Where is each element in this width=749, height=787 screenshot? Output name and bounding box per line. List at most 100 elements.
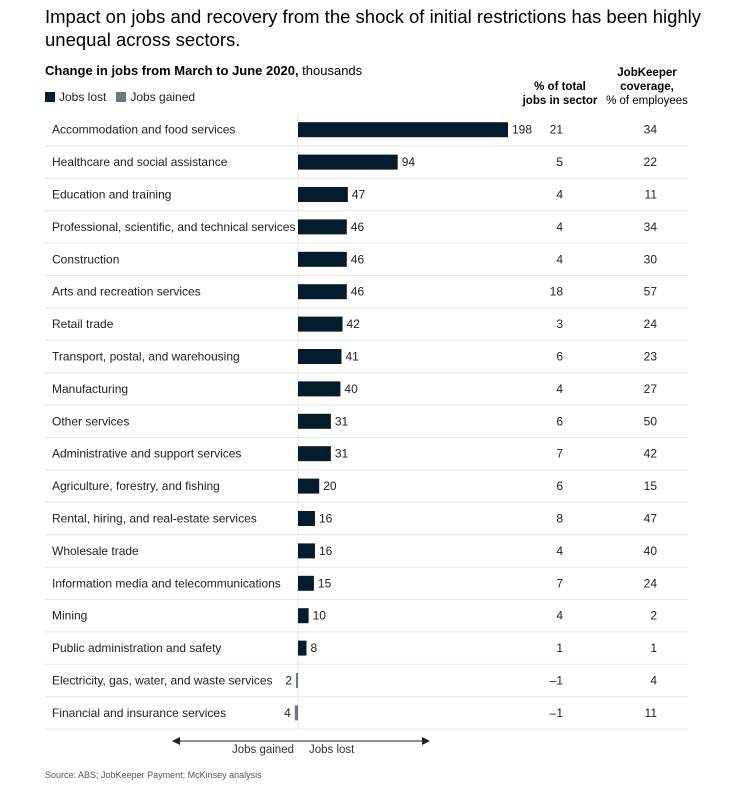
category-label: Rental, hiring, and real-estate services: [52, 512, 257, 526]
bar-value-label: 16: [319, 512, 333, 526]
chart-subtitle: Change in jobs from March to June 2020, …: [45, 63, 362, 78]
subtitle-rest: thousands: [298, 63, 363, 78]
col-header-pct: % of total jobs in sector: [512, 80, 608, 108]
bar-value-label: 94: [402, 155, 416, 169]
bar-jobs-lost: [298, 251, 347, 267]
bar-jobs-gained: [296, 673, 298, 688]
jobkeeper-value: 22: [644, 155, 658, 169]
bar-jobs-lost: [298, 640, 307, 656]
category-label: Mining: [52, 609, 87, 623]
legend-swatch-jobs-lost: [45, 92, 55, 102]
bar-jobs-lost: [298, 381, 341, 397]
legend-swatch-jobs-gained: [116, 92, 127, 102]
category-label: Construction: [52, 252, 119, 266]
jobkeeper-value: 23: [644, 350, 658, 364]
category-label: Agriculture, forestry, and fishing: [52, 479, 220, 493]
bar-value-label: 198: [512, 123, 532, 137]
pct-total-value: 1: [556, 641, 563, 655]
category-label: Administrative and support services: [52, 447, 241, 461]
bar-value-label: 46: [351, 252, 365, 266]
axis-label-jobs-gained: Jobs gained: [232, 744, 294, 756]
bar-jobs-lost: [298, 478, 320, 494]
bar-jobs-lost: [298, 543, 315, 559]
bar-value-label: 8: [310, 641, 317, 655]
category-label: Wholesale trade: [52, 544, 139, 558]
bar-jobs-gained: [294, 705, 298, 721]
category-label: Education and training: [52, 188, 171, 202]
category-label: Arts and recreation services: [52, 285, 201, 299]
axis-label-jobs-lost: Jobs lost: [309, 744, 355, 756]
jobkeeper-value: 27: [644, 382, 658, 396]
category-label: Other services: [52, 414, 129, 428]
category-label: Public administration and safety: [52, 641, 221, 655]
legend: Jobs lost Jobs gained: [45, 90, 205, 104]
bar-value-label: 41: [345, 350, 359, 364]
col-header-jk-line3: % of employees: [606, 95, 688, 107]
legend-label-jobs-gained: Jobs gained: [130, 90, 196, 104]
bar-jobs-lost: [298, 316, 343, 332]
col-header-pct-line1: % of total: [534, 81, 586, 93]
category-label: Electricity, gas, water, and waste servi…: [52, 674, 273, 688]
category-label: Manufacturing: [52, 382, 128, 396]
bar-jobs-lost: [298, 511, 315, 526]
bar-value-label: 31: [335, 414, 349, 428]
bar-jobs-lost: [298, 122, 508, 138]
jobkeeper-value: 47: [644, 512, 658, 526]
pct-total-value: 4: [556, 382, 563, 396]
jobkeeper-value: 34: [644, 220, 658, 234]
bar-jobs-lost: [298, 575, 314, 591]
col-header-jk-line2: coverage,: [620, 81, 674, 93]
jobkeeper-value: 1: [650, 641, 657, 655]
bar-value-label: 4: [284, 706, 291, 720]
pct-total-value: –1: [550, 674, 564, 688]
bar-jobs-lost: [298, 187, 348, 202]
jobkeeper-value: 24: [644, 576, 658, 590]
bar-jobs-lost: [298, 349, 342, 364]
jobkeeper-value: 11: [645, 706, 658, 720]
bar-value-label: 20: [323, 479, 337, 493]
bar-value-label: 16: [319, 544, 333, 558]
category-label: Financial and insurance services: [52, 706, 226, 720]
bar-jobs-lost: [298, 284, 347, 300]
pct-total-value: 7: [556, 447, 563, 461]
subtitle-bold: Change in jobs from March to June 2020,: [45, 63, 299, 78]
col-header-jk-line1: JobKeeper: [617, 67, 677, 79]
category-label: Information media and telecommunications: [52, 576, 281, 590]
bar-value-label: 46: [351, 220, 365, 234]
bar-jobs-lost: [298, 219, 347, 235]
bar-value-label: 10: [313, 609, 327, 623]
bar-value-label: 40: [344, 382, 358, 396]
pct-total-value: 3: [556, 317, 563, 331]
jobkeeper-value: 11: [645, 188, 658, 202]
jobkeeper-value: 2: [650, 609, 657, 623]
pct-total-value: 4: [556, 188, 563, 202]
pct-total-value: 18: [550, 285, 564, 299]
bar-value-label: 31: [335, 447, 349, 461]
bar-jobs-lost: [298, 446, 331, 462]
bar-value-label: 2: [285, 674, 292, 688]
bar-jobs-lost: [298, 608, 309, 624]
col-header-jobkeeper: JobKeeper coverage, % of employees: [592, 66, 702, 108]
pct-total-value: 21: [550, 123, 564, 137]
legend-item-jobs-gained: Jobs gained: [116, 90, 195, 104]
jobkeeper-value: 30: [644, 252, 658, 266]
pct-total-value: 4: [556, 544, 563, 558]
arrow-left-icon: [172, 737, 180, 745]
jobkeeper-value: 34: [644, 123, 658, 137]
bar-value-label: 47: [352, 188, 366, 202]
bar-jobs-lost: [298, 154, 398, 170]
jobkeeper-value: 40: [644, 544, 658, 558]
jobkeeper-value: 15: [644, 479, 658, 493]
jobkeeper-value: 24: [644, 317, 658, 331]
jobkeeper-value: 4: [650, 674, 657, 688]
category-label: Healthcare and social assistance: [52, 155, 228, 169]
pct-total-value: 7: [556, 576, 563, 590]
pct-total-value: –1: [550, 706, 564, 720]
pct-total-value: 6: [556, 479, 563, 493]
chart-title: Impact on jobs and recovery from the sho…: [45, 6, 702, 50]
pct-total-value: 8: [556, 512, 563, 526]
jobkeeper-value: 42: [644, 447, 658, 461]
pct-total-value: 4: [556, 252, 563, 266]
bar-value-label: 15: [318, 576, 332, 590]
